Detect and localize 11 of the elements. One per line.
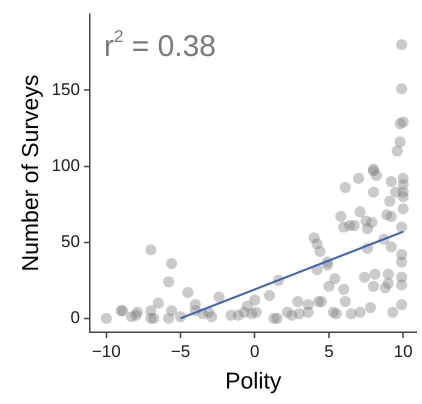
y-tick-label: 0 (70, 308, 80, 327)
y-axis-title: Number of Surveys (17, 74, 44, 272)
y-tick-label: 150 (52, 80, 80, 99)
x-tick-label: 0 (250, 342, 260, 361)
x-tick-label: 5 (324, 342, 334, 361)
x-tick-label: −5 (170, 342, 190, 361)
y-tick-label: 50 (61, 232, 80, 251)
x-tick-label: 10 (394, 342, 413, 361)
x-tick-label: −10 (92, 342, 121, 361)
x-axis-title: Polity (225, 368, 282, 394)
y-tick-label: 100 (52, 156, 80, 175)
